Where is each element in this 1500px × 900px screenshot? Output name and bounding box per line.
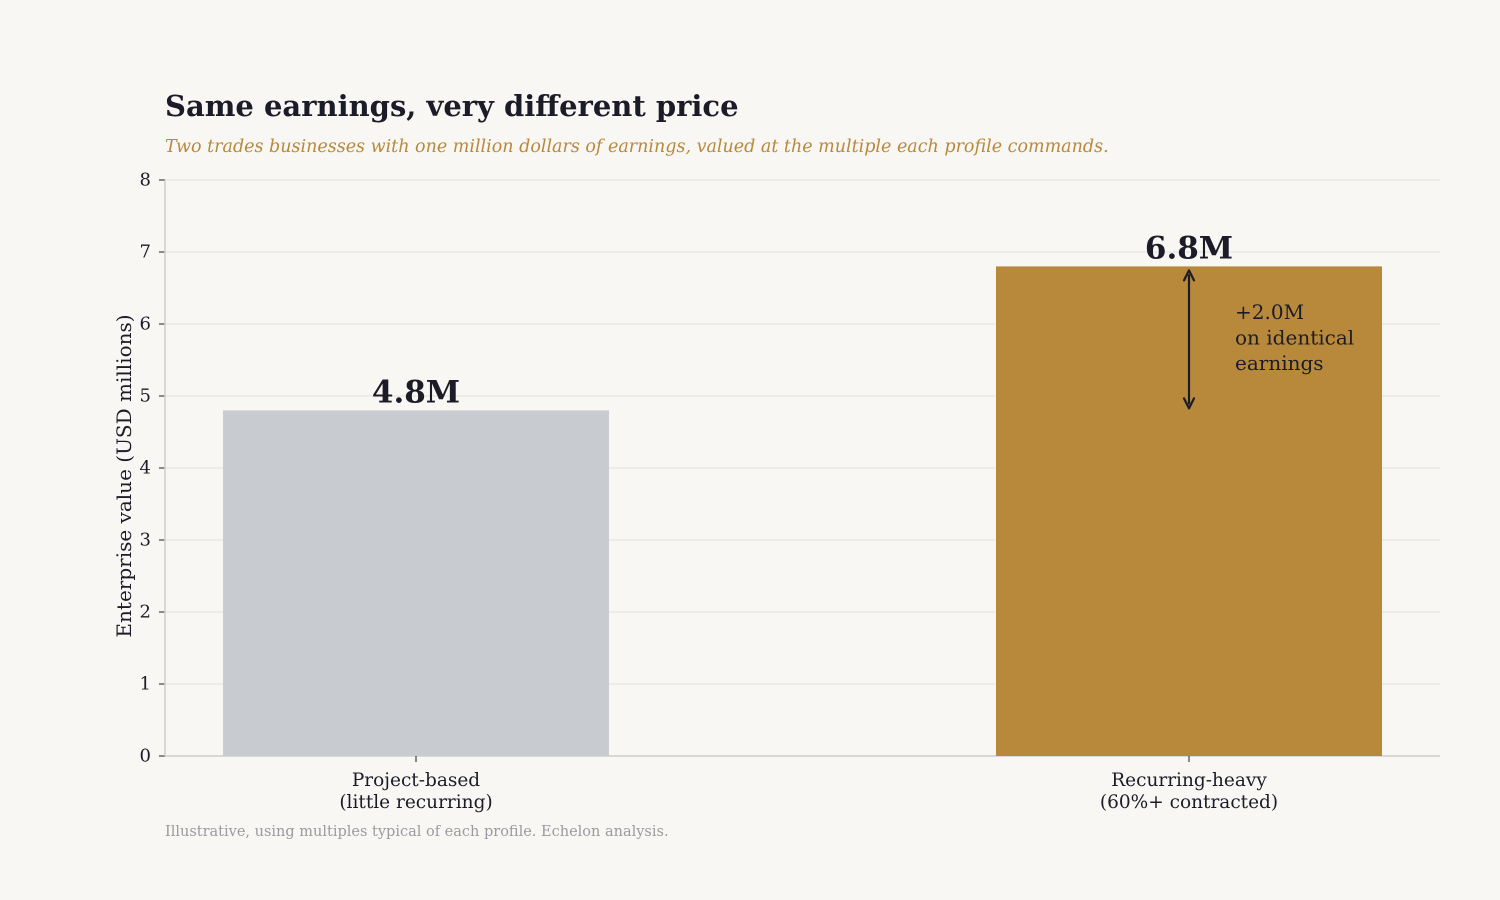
chart-footnote: Illustrative, using multiples typical of… [165,824,669,840]
y-tick-label: 7 [140,242,151,263]
chart-subtitle: Two trades businesses with one million d… [165,137,1109,157]
y-tick-label: 4 [140,458,151,479]
chart-title: Same earnings, very different price [165,89,739,123]
y-axis-label: Enterprise value (USD millions) [112,314,136,637]
y-tick-label: 8 [140,170,151,191]
bar-value-label: 4.8M [372,374,460,410]
arrowhead-up [1182,269,1196,282]
bar-value-label: 6.8M [1145,230,1233,266]
bar [223,410,609,756]
y-tick-label: 0 [140,746,151,767]
y-tick-label: 1 [140,674,151,695]
y-tick-label: 6 [140,314,151,335]
y-tick-label: 3 [140,530,151,551]
difference-annotation-text: earnings [1235,351,1324,375]
arrowhead-down [1182,397,1196,410]
x-tick-label: Recurring-heavy [1111,770,1267,791]
x-tick-label: Project-based [352,770,480,791]
y-tick-label: 2 [140,602,151,623]
difference-annotation-text: on identical [1235,326,1354,350]
x-tick-label: (60%+ contracted) [1100,792,1278,813]
y-tick-label: 5 [140,386,151,407]
x-tick-label: (little recurring) [339,792,492,813]
difference-annotation-text: +2.0M [1235,300,1304,324]
